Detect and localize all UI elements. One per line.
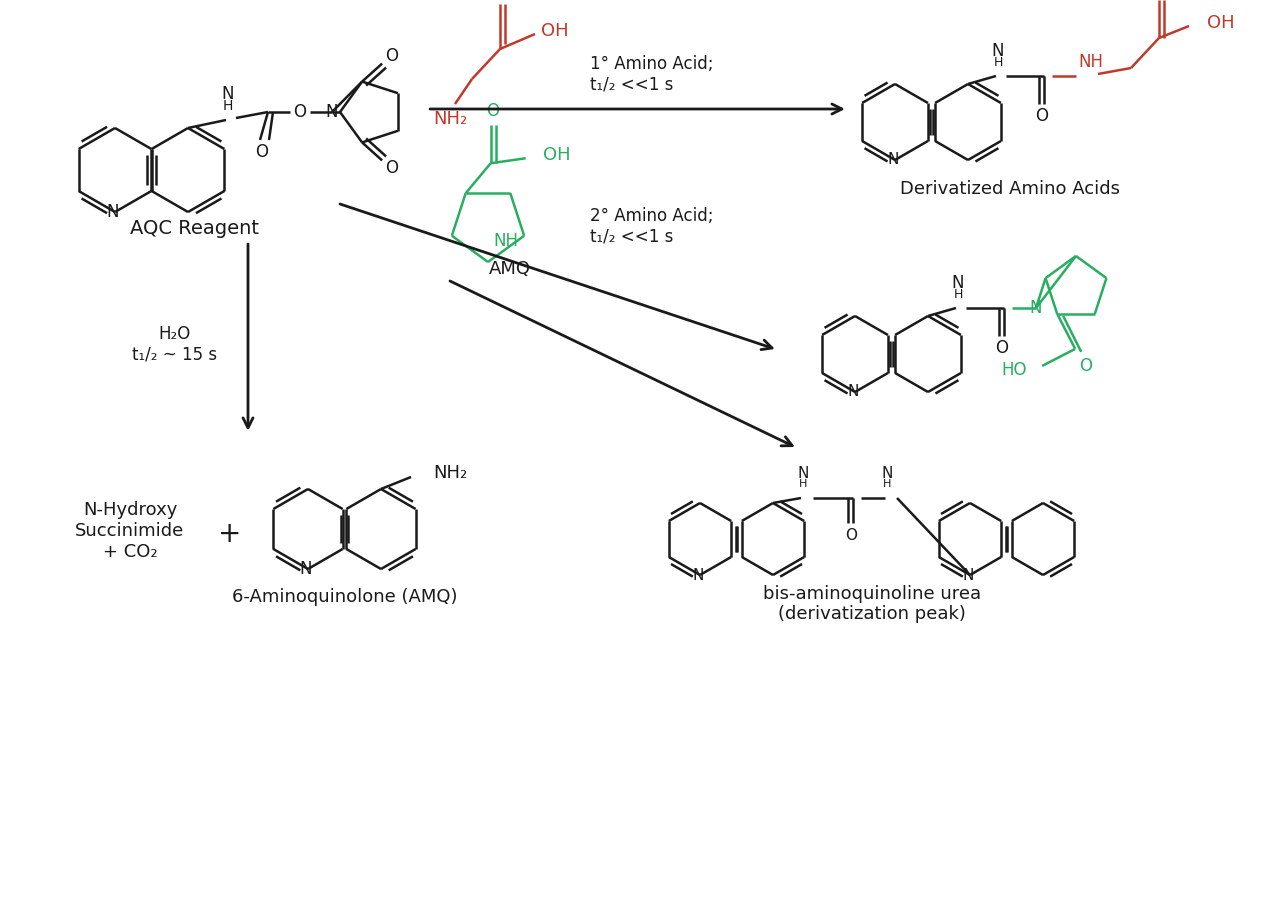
Text: NH: NH bbox=[493, 232, 519, 250]
Text: H₂O
t₁/₂ ~ 15 s: H₂O t₁/₂ ~ 15 s bbox=[132, 324, 218, 363]
Text: OH: OH bbox=[543, 146, 571, 165]
Text: 1° Amino Acid;
t₁/₂ <<1 s: 1° Amino Acid; t₁/₂ <<1 s bbox=[590, 54, 713, 94]
Text: O: O bbox=[1036, 107, 1049, 125]
Text: AMQ: AMQ bbox=[489, 260, 531, 278]
Text: O: O bbox=[487, 102, 499, 120]
Text: OH: OH bbox=[541, 22, 568, 40]
Text: N-Hydroxy
Succinimide
+ CO₂: N-Hydroxy Succinimide + CO₂ bbox=[75, 501, 185, 561]
Text: N: N bbox=[962, 568, 973, 583]
Text: O: O bbox=[386, 159, 399, 177]
Text: O: O bbox=[256, 143, 269, 161]
Text: 2° Amino Acid;
t₁/₂ <<1 s: 2° Amino Acid; t₁/₂ <<1 s bbox=[590, 207, 713, 245]
Text: O: O bbox=[293, 103, 307, 121]
Text: H: H bbox=[799, 479, 808, 489]
Text: NH₂: NH₂ bbox=[433, 464, 468, 482]
Text: Derivatized Amino Acids: Derivatized Amino Acids bbox=[899, 180, 1120, 198]
Text: HO: HO bbox=[1001, 361, 1027, 379]
Text: NH₂: NH₂ bbox=[433, 110, 468, 128]
Text: N: N bbox=[847, 384, 859, 400]
Text: H: H bbox=[994, 55, 1003, 69]
Text: bis-aminoquinoline urea
(derivatization peak): bis-aminoquinoline urea (derivatization … bbox=[763, 584, 981, 623]
Text: O: O bbox=[845, 528, 857, 542]
Text: N: N bbox=[991, 42, 1004, 60]
Text: N: N bbox=[692, 568, 703, 583]
Text: H: H bbox=[223, 99, 233, 113]
Text: N: N bbox=[798, 467, 809, 482]
Text: N: N bbox=[299, 560, 312, 578]
Text: H: H bbox=[883, 479, 892, 489]
Text: H: H bbox=[953, 288, 963, 301]
Text: +: + bbox=[218, 520, 242, 548]
Text: AQC Reagent: AQC Reagent bbox=[130, 220, 260, 239]
Text: O: O bbox=[995, 339, 1009, 357]
Text: N: N bbox=[952, 274, 964, 292]
Text: O: O bbox=[386, 47, 399, 64]
Text: N: N bbox=[326, 103, 339, 121]
Text: N: N bbox=[222, 85, 234, 103]
Text: N: N bbox=[882, 467, 893, 482]
Text: NH: NH bbox=[1078, 53, 1103, 71]
Text: O: O bbox=[1079, 357, 1092, 375]
Text: N: N bbox=[107, 203, 120, 221]
Text: OH: OH bbox=[1206, 14, 1235, 32]
Text: N: N bbox=[1029, 299, 1042, 317]
Text: 6-Aminoquinolone (AMQ): 6-Aminoquinolone (AMQ) bbox=[232, 588, 457, 606]
Text: N: N bbox=[887, 153, 898, 167]
